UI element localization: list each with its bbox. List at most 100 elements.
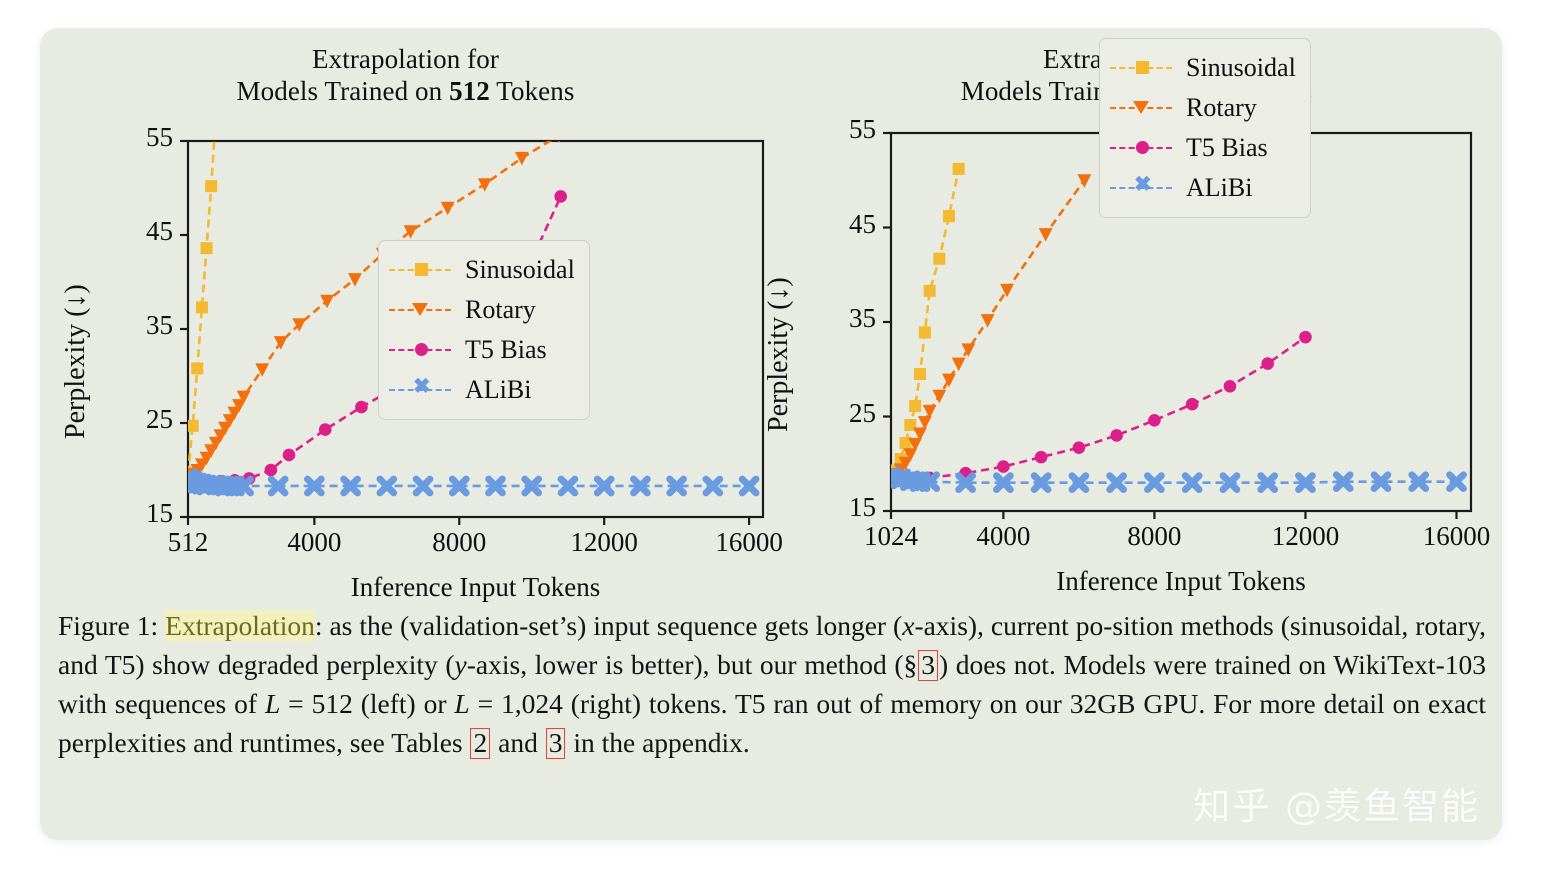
data-marker (1106, 472, 1128, 493)
caption-segment-4: ) does not. Models were trained on WikiT… (58, 649, 1486, 719)
legend-item-t5-bias[interactable]: T5 Bias (389, 330, 575, 370)
chart-legend[interactable]: Sinusoidal Rotary T5 Bias ✖ ALiBi (378, 240, 590, 420)
series-group (891, 162, 1467, 493)
figure-caption: Figure 1: Extrapolation: as the (validat… (58, 606, 1486, 762)
caption-equation-1: = 512 (left) or (280, 688, 455, 719)
data-marker (320, 294, 335, 309)
legend-marker-icon (1133, 101, 1149, 114)
data-marker (997, 460, 1010, 473)
data-marker (236, 390, 251, 405)
x-axis-label: Inference Input Tokens (350, 572, 601, 602)
caption-ref-table-3[interactable]: 3 (545, 728, 566, 759)
legend-item-rotary[interactable]: Rotary (1110, 88, 1296, 128)
legend-label: Sinusoidal (1186, 53, 1296, 82)
x-tick-label: 512 (167, 527, 209, 557)
legend-swatch-triangle-down-icon (389, 300, 451, 320)
caption-segment-6: in the appendix. (566, 727, 750, 758)
data-marker (738, 475, 760, 497)
series-line (891, 475, 1457, 484)
y-tick-label: 15 (146, 498, 173, 528)
data-marker (904, 419, 917, 432)
data-marker (214, 50, 226, 62)
data-marker (376, 475, 398, 497)
data-marker (1223, 379, 1237, 393)
data-marker (521, 475, 543, 497)
data-marker (1446, 471, 1467, 493)
caption-ref-table-2[interactable]: 2 (470, 728, 491, 759)
data-marker (1299, 330, 1312, 344)
y-tick-label: 45 (849, 208, 876, 239)
data-marker (909, 400, 922, 413)
data-marker (961, 343, 976, 357)
legend-item-rotary[interactable]: Rotary (389, 290, 575, 330)
caption-segment-1: : as the (validation-set’s) input sequen… (314, 610, 903, 641)
data-marker (903, 448, 918, 462)
legend-swatch-x-icon: ✖ (389, 376, 451, 400)
data-marker (267, 475, 289, 497)
data-marker (922, 404, 937, 419)
caption-y-var: y (454, 649, 467, 680)
data-marker (255, 363, 270, 377)
legend-swatch-square-icon (389, 260, 451, 280)
legend-marker-icon (1136, 141, 1149, 154)
legend-swatch-x-icon: ✖ (1110, 174, 1172, 198)
caption-segment-5: and (491, 727, 545, 758)
data-marker (1261, 357, 1274, 370)
legend-swatch-circle-icon (389, 340, 451, 360)
data-marker (1257, 472, 1279, 493)
data-marker (403, 225, 418, 239)
caption-equation-2: = 1,024 (right) tokens. T5 ran out of me… (58, 688, 1486, 758)
watermark: 知乎 @羡鱼智能 (1193, 785, 1480, 828)
legend-marker-icon (1136, 61, 1149, 74)
legend-label: ALiBi (465, 375, 532, 404)
data-marker (448, 475, 470, 497)
data-marker (1110, 429, 1123, 442)
data-marker (191, 362, 204, 375)
data-marker (666, 475, 687, 497)
chart-title-left-line2-pre: Models Trained on (236, 75, 450, 106)
data-marker (188, 419, 199, 432)
chart-legend[interactable]: Sinusoidal Rotary T5 Bias ✖ ALiBi (1099, 38, 1311, 218)
data-marker (1034, 450, 1048, 464)
data-marker (952, 162, 965, 175)
data-marker (1072, 441, 1086, 454)
series-line (891, 336, 1307, 482)
data-marker (919, 471, 941, 493)
data-marker (558, 141, 560, 143)
chart-panel-right: Extrapolation for Models Trained on 1024… (763, 28, 1502, 598)
legend-item-sinusoidal[interactable]: Sinusoidal (1110, 48, 1296, 88)
legend-item-alibi[interactable]: ✖ ALiBi (1110, 168, 1296, 208)
legend-marker-icon (412, 303, 428, 316)
x-tick-label: 8000 (1127, 521, 1182, 551)
caption-L-var-2: L (454, 688, 470, 719)
legend-swatch-circle-icon (1110, 138, 1172, 158)
y-tick-label: 25 (849, 397, 876, 428)
legend-marker-icon (415, 343, 428, 356)
legend-swatch-triangle-down-icon (1110, 98, 1172, 118)
x-axis-label: Inference Input Tokens (1056, 566, 1306, 596)
chart-panel-left: Extrapolation for Models Trained on 512 … (40, 28, 783, 602)
legend-item-alibi[interactable]: ✖ ALiBi (389, 370, 575, 410)
legend-item-t5-bias[interactable]: T5 Bias (1110, 128, 1296, 168)
data-marker (955, 472, 976, 493)
data-marker (304, 475, 325, 497)
data-marker (514, 151, 529, 166)
data-marker (918, 326, 931, 339)
data-marker (1295, 472, 1316, 493)
data-marker (282, 448, 296, 462)
data-marker (557, 475, 579, 497)
legend-label: Rotary (465, 295, 536, 324)
legend-label: T5 Bias (465, 335, 547, 364)
x-tick-label: 16000 (715, 527, 783, 557)
legend-item-sinusoidal[interactable]: Sinusoidal (389, 250, 575, 290)
legend-marker-icon (415, 263, 428, 276)
data-marker (932, 389, 947, 404)
data-marker (1181, 472, 1203, 493)
x-tick-label: 4000 (287, 527, 342, 557)
data-marker (943, 210, 955, 223)
caption-ref-section-3[interactable]: 3 (918, 650, 938, 681)
data-marker (914, 367, 926, 380)
y-tick-label: 45 (146, 216, 173, 246)
legend-label: Sinusoidal (465, 255, 575, 284)
